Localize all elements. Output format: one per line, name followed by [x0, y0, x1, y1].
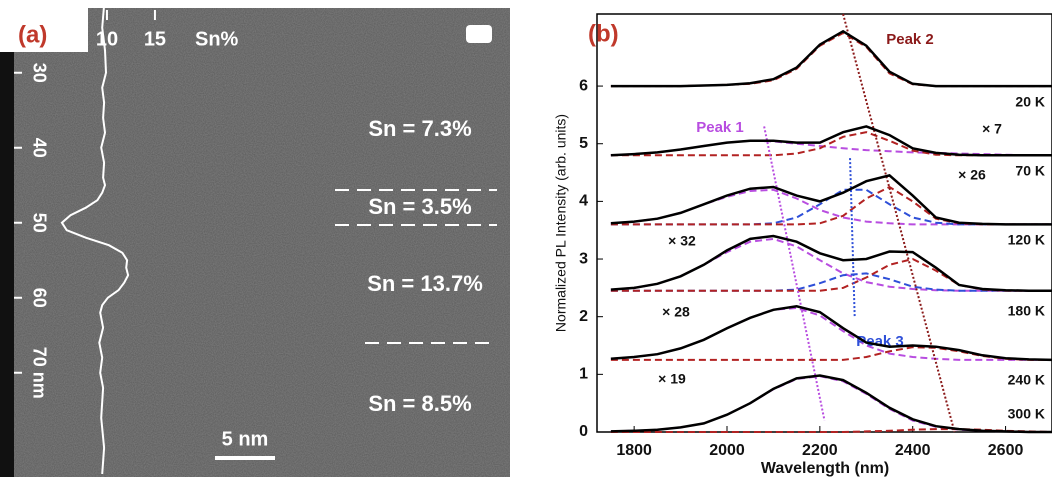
x-tick-label: 2400	[895, 442, 931, 459]
x-axis-label: Sn%	[195, 28, 239, 50]
y-tick-label: 30	[29, 63, 49, 83]
y-tick-label: 6	[579, 77, 588, 94]
x-tick-label: 1800	[616, 442, 652, 459]
spectrum-line	[610, 234, 1052, 292]
spectrum-line	[610, 125, 1052, 157]
scale-bar-label: 5 nm	[222, 428, 269, 450]
y-tick-label: 40	[29, 138, 49, 158]
multiplier-label: × 32	[668, 233, 696, 249]
x-tick-label: 2000	[709, 442, 745, 459]
spectrum-line	[610, 305, 1052, 362]
multiplier-label: × 26	[958, 167, 986, 183]
y-tick-label: 3	[579, 250, 588, 267]
temperature-label: 120 K	[1008, 232, 1045, 248]
fit-line	[610, 185, 1052, 226]
peak-guide	[849, 158, 856, 317]
x-tick-label: 15	[144, 28, 166, 50]
panel-label: (b)	[588, 20, 619, 47]
fit-line	[610, 272, 1052, 292]
peak-guide	[842, 13, 956, 433]
region-label: Sn = 7.3%	[368, 116, 471, 141]
multiplier-label: × 19	[658, 371, 686, 387]
region-label: Sn = 13.7%	[367, 271, 483, 296]
y-tick-label: 2	[579, 308, 588, 325]
x-tick-label: 2200	[802, 442, 838, 459]
temperature-label: 180 K	[1008, 303, 1045, 319]
peak-label: Peak 1	[696, 119, 744, 136]
y-tick-label: 1	[579, 366, 588, 383]
region-lines	[335, 189, 497, 344]
marker	[466, 25, 492, 43]
temperature-label: 20 K	[1015, 94, 1045, 110]
tem-texture	[12, 8, 510, 477]
spectrum-line	[610, 174, 1052, 226]
x-tick-label: 10	[96, 28, 118, 50]
fit-line	[610, 31, 1052, 88]
spectrum-line	[610, 29, 1052, 88]
fit-line	[610, 306, 1052, 361]
x-tick-label: 2600	[988, 442, 1024, 459]
y-tick-label: 0	[579, 423, 588, 440]
panel-label: (a)	[18, 21, 47, 48]
temperature-label: 300 K	[1008, 406, 1045, 422]
temperature-label: 70 K	[1015, 163, 1045, 179]
y-tick-label: 4	[579, 193, 588, 210]
multiplier-label: × 28	[662, 304, 690, 320]
peak-label: Peak 2	[886, 31, 934, 48]
spectrum-line	[610, 374, 1052, 434]
temperature-label: 240 K	[1008, 372, 1045, 388]
region-label: Sn = 8.5%	[368, 391, 471, 416]
label-box	[0, 0, 88, 52]
fit-line	[610, 237, 1052, 292]
y-axis-label: Normalized PL Intensity (arb. units)	[553, 114, 569, 332]
fit-line	[610, 257, 1052, 292]
x-axis-label: Wavelength (nm)	[761, 460, 889, 477]
y-tick-label: 70 nm	[29, 347, 49, 399]
y-tick-label: 5	[579, 135, 588, 152]
profile-line	[60, 5, 130, 475]
y-tick-label: 60	[29, 288, 49, 308]
image-edge	[0, 8, 14, 477]
region-label: Sn = 3.5%	[368, 194, 471, 219]
y-tick-label: 50	[29, 213, 49, 233]
multiplier-label: × 7	[982, 121, 1002, 137]
